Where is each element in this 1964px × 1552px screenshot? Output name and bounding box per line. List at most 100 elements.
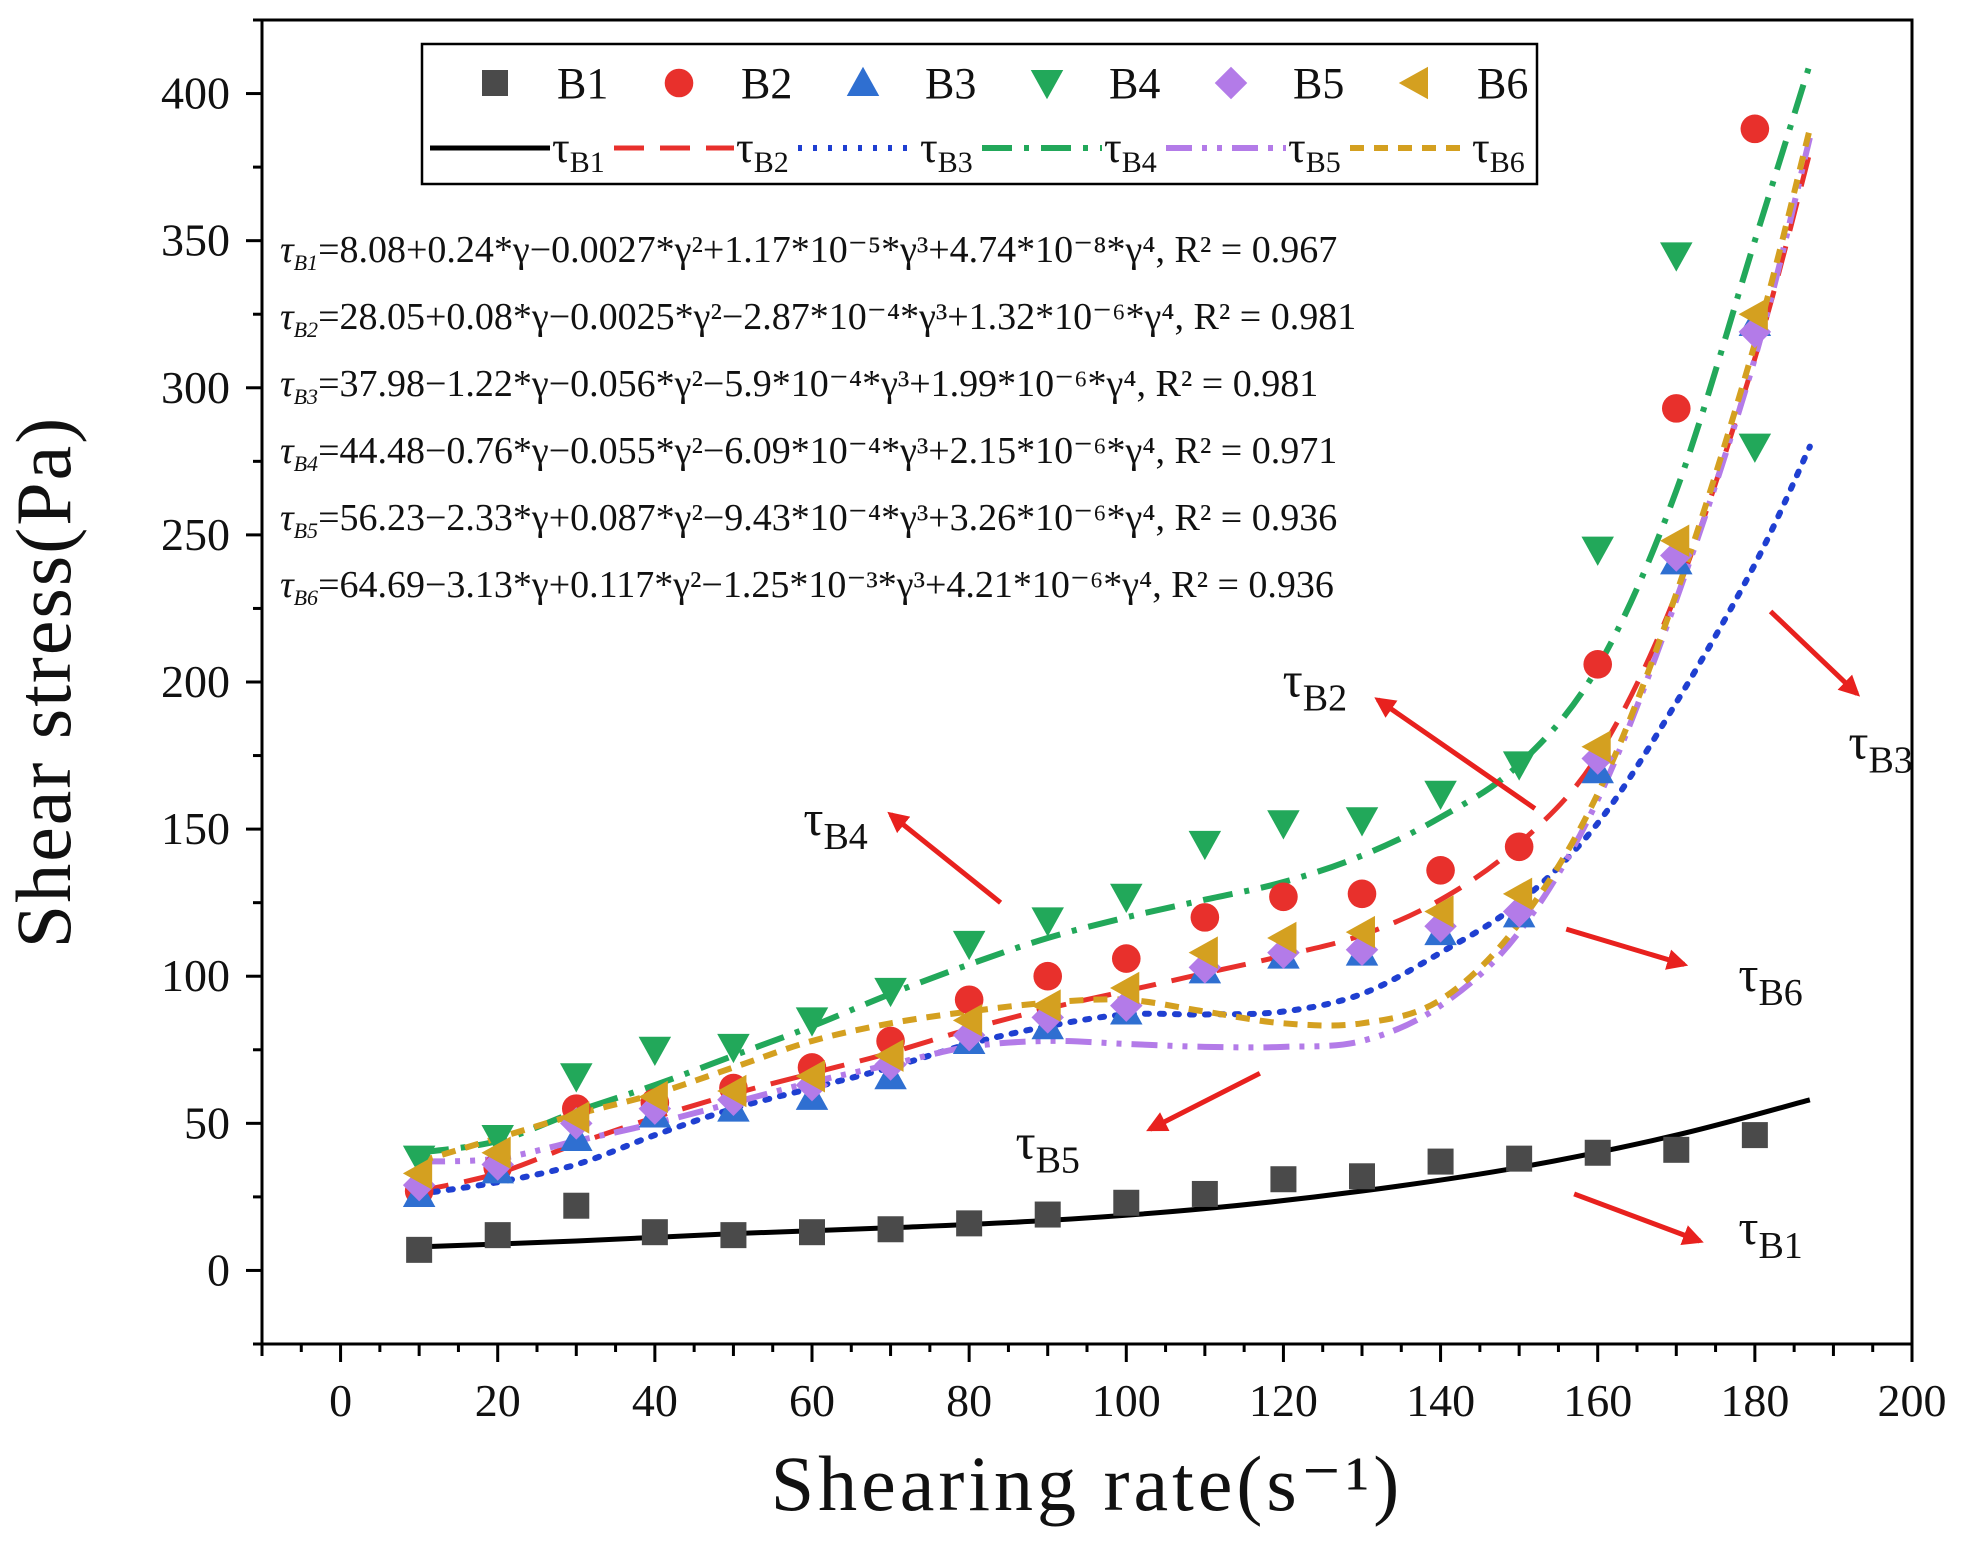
- point-b6-100: [1110, 971, 1140, 1005]
- y-tick-label: 350: [161, 215, 230, 266]
- legend-label-b2: B2: [741, 59, 792, 108]
- point-b1-120: [1270, 1166, 1297, 1193]
- x-tick-label: 60: [789, 1375, 835, 1426]
- annotation-label-4: τB4: [803, 790, 867, 858]
- point-b6-90: [1031, 989, 1061, 1022]
- point-b4-60: [795, 1007, 829, 1037]
- point-b2-120: [1269, 882, 1298, 912]
- point-b4-120: [1267, 810, 1300, 840]
- y-tick-label: 0: [207, 1244, 230, 1295]
- point-b1-140: [1427, 1148, 1454, 1175]
- point-b6-130: [1345, 915, 1375, 949]
- point-b6-80: [952, 1004, 983, 1037]
- point-b2-110: [1190, 903, 1220, 932]
- point-b4-160: [1581, 536, 1614, 566]
- legend-label-b5: B5: [1293, 59, 1344, 108]
- fit-equation-1: τB1=8.08+0.24*γ−0.0027*γ²+1.17*10⁻⁵*γ³+4…: [280, 229, 1337, 275]
- fit-equation-2: τB2=28.05+0.08*γ−0.0025*γ²−2.87*10⁻⁴*γ³+…: [280, 296, 1356, 342]
- point-b4-180: [1738, 433, 1772, 463]
- point-b2-130: [1347, 879, 1377, 909]
- y-tick-label: 150: [161, 803, 230, 854]
- annotation-arrow-2: [1374, 697, 1537, 811]
- x-tick-label: 200: [1878, 1375, 1947, 1426]
- x-tick-label: 140: [1406, 1375, 1475, 1426]
- point-b2-100: [1111, 944, 1141, 973]
- y-tick-label: 400: [161, 68, 230, 119]
- annotation-label-3: τB3: [1848, 713, 1912, 781]
- annotation-label-6: τB6: [1738, 946, 1802, 1014]
- point-b1-10: [406, 1236, 433, 1263]
- point-b4-40: [638, 1036, 672, 1067]
- fit-equation-3: τB3=37.98−1.22*γ−0.056*γ²−5.9*10⁻⁴*γ³+1.…: [280, 363, 1318, 409]
- x-axis-ticks: 0 20 40 60 80 100 120 140 160 180 200: [260, 1344, 1947, 1426]
- point-b4-70: [874, 977, 907, 1008]
- point-b4-20: [481, 1125, 514, 1155]
- point-b6-30: [560, 1101, 590, 1134]
- point-b1-90: [1034, 1201, 1061, 1228]
- y-axis-title: Shear stress(Pa): [0, 416, 87, 948]
- point-b6-140: [1424, 895, 1454, 928]
- point-b4-100: [1110, 883, 1143, 914]
- point-b2-150: [1504, 832, 1534, 862]
- x-tick-label: 80: [946, 1375, 992, 1426]
- point-b1-40: [641, 1219, 668, 1246]
- point-b1-150: [1506, 1145, 1533, 1172]
- fit-curve-4: [418, 63, 1813, 1156]
- y-tick-label: 200: [161, 656, 230, 707]
- x-tick-label: 180: [1720, 1375, 1789, 1426]
- legend-label-b1: B1: [557, 59, 608, 108]
- y-tick-label: 50: [184, 1097, 230, 1148]
- point-b1-60: [799, 1219, 825, 1246]
- annotation-arrow-4: [887, 811, 1003, 905]
- point-b6-180: [1738, 297, 1768, 331]
- point-b1-100: [1113, 1189, 1140, 1216]
- fit-equation-5: τB5=56.23−2.33*γ+0.087*γ²−9.43*10⁻⁴*γ³+3…: [280, 497, 1337, 543]
- point-b6-70: [874, 1039, 904, 1072]
- point-b6-20: [481, 1136, 511, 1170]
- x-tick-label: 20: [475, 1375, 521, 1426]
- x-axis-title: Shearing rate(s⁻¹): [771, 1440, 1404, 1527]
- point-b2-170: [1661, 394, 1691, 423]
- fit-curve-3: [416, 443, 1813, 1197]
- annotation-label-1: τB1: [1738, 1199, 1802, 1267]
- fit-curve-1: [419, 1097, 1811, 1250]
- point-b1-30: [563, 1192, 590, 1219]
- legend-label-b4: B4: [1109, 59, 1160, 108]
- fit-equations: τB1=8.08+0.24*γ−0.0027*γ²+1.17*10⁻⁵*γ³+4…: [280, 229, 1356, 610]
- annotation-label-2: τB2: [1283, 652, 1347, 720]
- point-b6-110: [1188, 936, 1218, 969]
- legend-marker-b3: [846, 66, 880, 96]
- point-b4-110: [1188, 830, 1222, 861]
- point-b1-130: [1349, 1163, 1375, 1190]
- annotation-arrow-6: [1565, 926, 1689, 970]
- point-b6-150: [1502, 877, 1533, 911]
- point-b2-80: [954, 985, 984, 1015]
- point-b4-10: [402, 1145, 436, 1175]
- y-tick-label: 100: [161, 950, 230, 1001]
- point-b1-80: [956, 1210, 983, 1237]
- point-b6-160: [1581, 730, 1611, 763]
- point-b4-30: [560, 1063, 593, 1093]
- fit-curve-5: [419, 136, 1813, 1165]
- point-b2-180: [1740, 114, 1770, 144]
- legend-marker-b2: [664, 68, 694, 98]
- fit-equation-4: τB4=44.48−0.76*γ−0.055*γ²−6.09*10⁻⁴*γ³+2…: [280, 430, 1337, 476]
- point-b1-70: [877, 1216, 904, 1243]
- point-b4-170: [1660, 242, 1693, 272]
- point-b6-170: [1660, 524, 1690, 558]
- legend-marker-b1: [482, 70, 508, 96]
- data-points: [402, 114, 1772, 1263]
- fit-equation-6: τB6=64.69−3.13*γ+0.117*γ²−1.25*10⁻³*γ³+4…: [280, 564, 1334, 610]
- legend-frame: [420, 42, 1539, 186]
- x-tick-label: 100: [1092, 1375, 1161, 1426]
- x-tick-label: 0: [329, 1375, 352, 1426]
- legend-marker-b4: [1030, 70, 1064, 100]
- y-tick-label: 250: [161, 509, 230, 560]
- y-axis-ticks: 0 50 100 150 200 250 300 350 400: [161, 18, 262, 1346]
- annotation-arrow-1: [1573, 1191, 1704, 1245]
- legend-label-b6: B6: [1477, 59, 1528, 108]
- annotation-label-5: τB5: [1015, 1114, 1079, 1182]
- point-b6-60: [795, 1060, 825, 1093]
